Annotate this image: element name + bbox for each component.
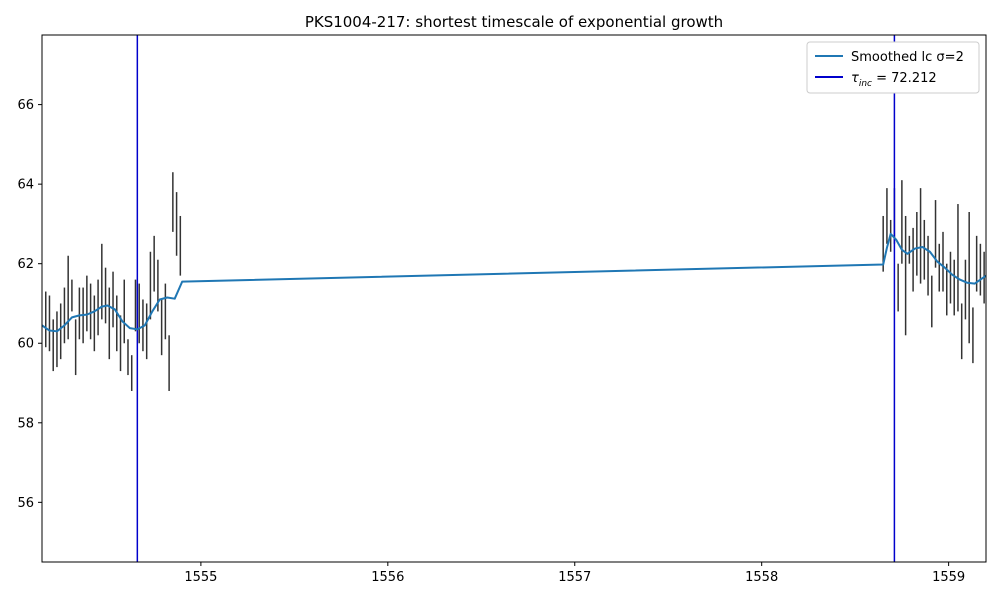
x-tick-label: 1556 bbox=[371, 570, 404, 585]
axes-frame bbox=[41, 34, 987, 563]
legend-tau-value: = 72.212 bbox=[872, 71, 937, 86]
plot-area bbox=[42, 35, 986, 562]
legend-smoothed-label: Smoothed lc σ=2 bbox=[851, 50, 964, 65]
x-axis: 1555 1556 1557 1558 1559 bbox=[184, 562, 965, 585]
y-tick-label: 60 bbox=[17, 337, 34, 352]
x-tick-label: 1558 bbox=[745, 570, 778, 585]
vline-layer bbox=[136, 35, 896, 562]
x-tick-label: 1557 bbox=[558, 570, 591, 585]
errorbar-layer bbox=[44, 172, 985, 391]
legend-box bbox=[806, 41, 980, 94]
y-tick-label: 62 bbox=[17, 257, 34, 272]
legend-tau-symbol: τ bbox=[851, 71, 859, 86]
y-tick-label: 58 bbox=[17, 416, 34, 431]
y-tick-label: 64 bbox=[17, 178, 34, 193]
y-axis: 56 58 60 62 64 66 bbox=[17, 98, 42, 511]
x-tick-label: 1555 bbox=[184, 570, 217, 585]
x-tick-label: 1559 bbox=[932, 570, 965, 585]
smoothed-lc-line bbox=[42, 232, 986, 333]
legend-tau-label: τinc = 72.212 bbox=[851, 71, 937, 89]
series-layer bbox=[42, 232, 986, 333]
y-tick-label: 56 bbox=[17, 496, 34, 511]
chart-title: PKS1004-217: shortest timescale of expon… bbox=[305, 13, 723, 31]
legend: Smoothed lc σ=2 τinc = 72.212 bbox=[806, 41, 980, 94]
legend-tau-subscript: inc bbox=[859, 79, 872, 89]
y-tick-label: 66 bbox=[17, 98, 34, 113]
